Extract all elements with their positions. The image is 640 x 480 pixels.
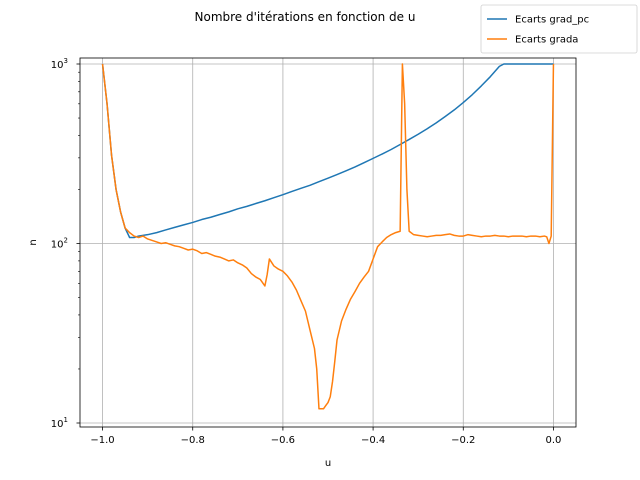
legend-label-2: Ecarts grada	[515, 35, 578, 46]
legend: Ecarts grad_pc Ecarts grada	[480, 4, 638, 54]
y-tick-label: 101	[51, 416, 68, 430]
x-tick-label: −0.8	[181, 435, 205, 446]
y-tick-label: 103	[51, 57, 68, 71]
legend-label-1: Ecarts grad_pc	[515, 15, 589, 26]
y-axis-label: n	[28, 239, 39, 245]
y-tick-label: 102	[51, 237, 68, 251]
x-tick-label: −0.6	[271, 435, 295, 446]
x-tick-label: 0.0	[546, 435, 562, 446]
legend-box	[480, 4, 638, 54]
axes-frame	[79, 57, 577, 428]
series-line-2	[101, 63, 555, 410]
x-tick-label: −0.4	[361, 435, 385, 446]
chart-title: Nombre d'itérations en fonction de u	[195, 10, 416, 24]
series-line-1	[101, 63, 554, 239]
ticks: −1.0 −0.8 −0.6 −0.4 −0.2 0.0 101 102 103	[51, 57, 562, 446]
x-tick-label: −0.2	[451, 435, 475, 446]
x-axis-label: u	[325, 458, 331, 469]
x-tick-label: −1.0	[90, 435, 114, 446]
